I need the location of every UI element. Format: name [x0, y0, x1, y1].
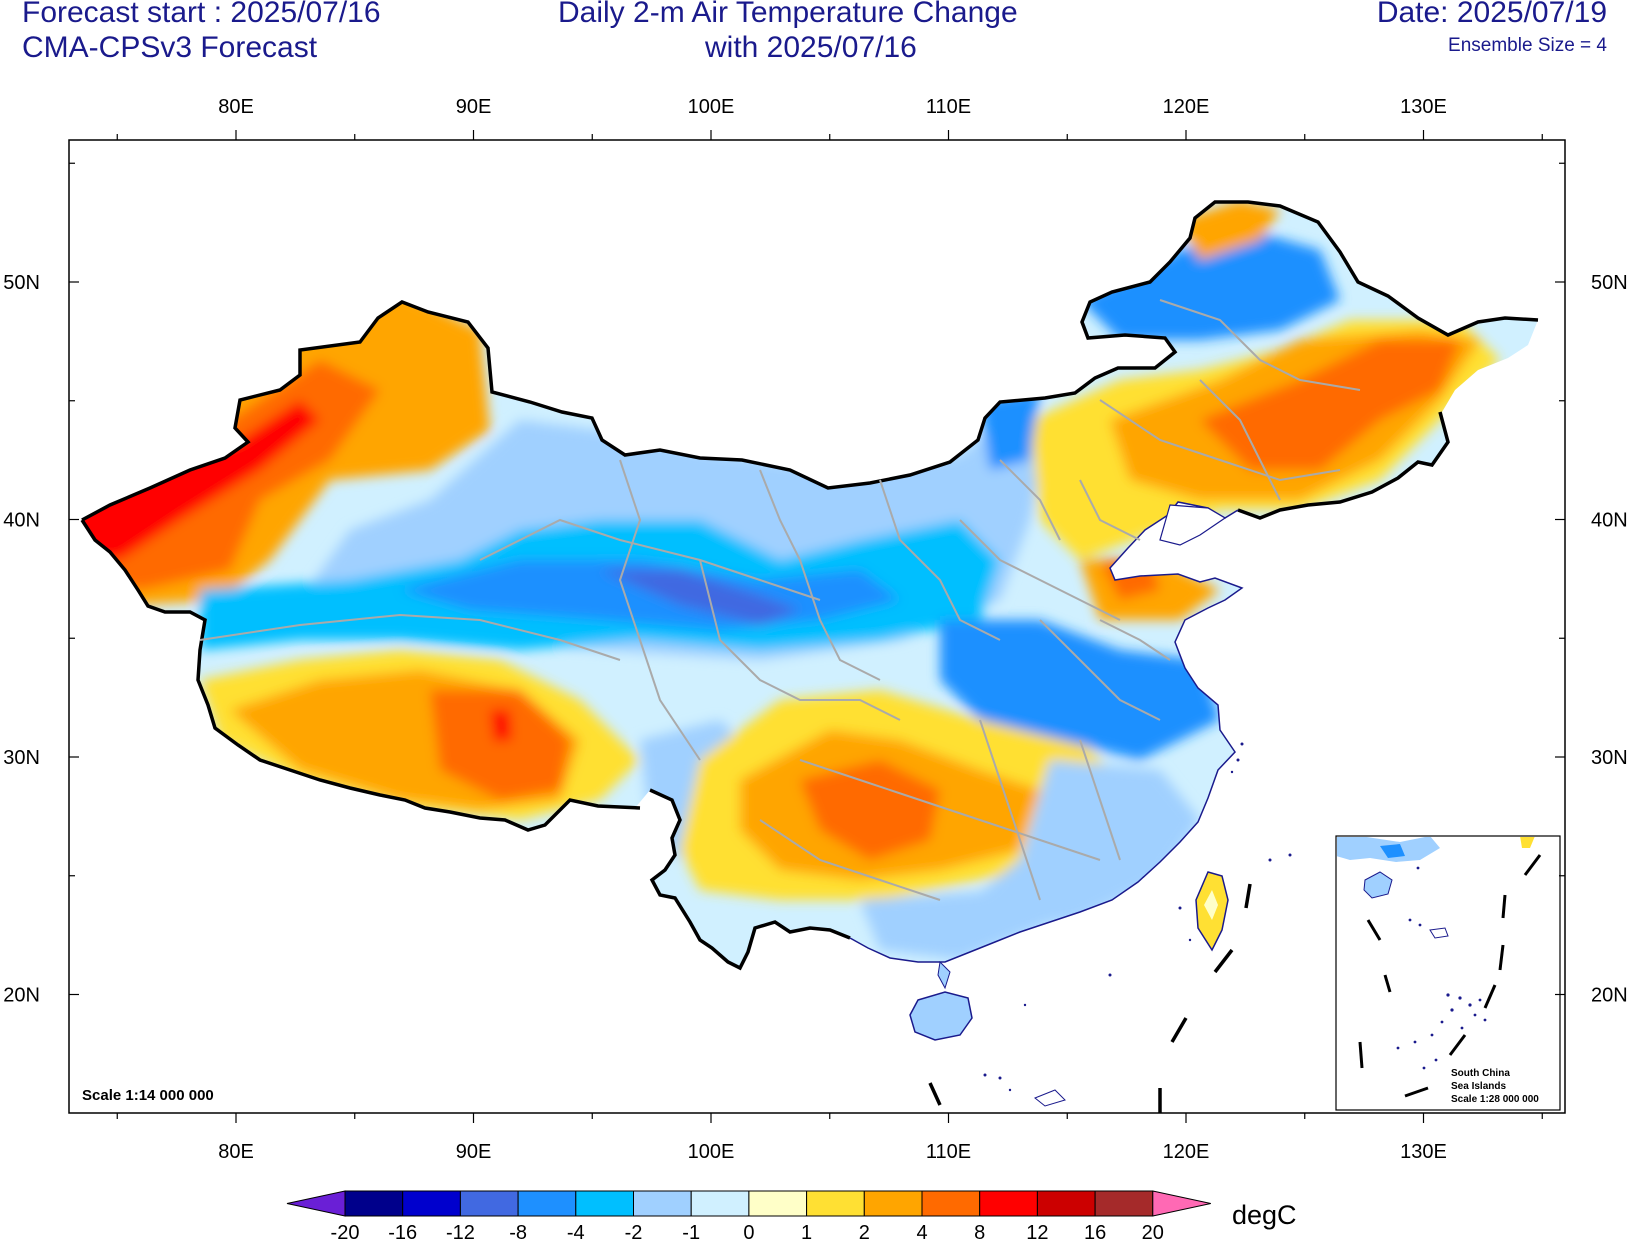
colorbar-bin [459, 1190, 519, 1217]
colorbar-tick-label: 2 [859, 1222, 870, 1241]
colorbar-bin [575, 1190, 634, 1217]
colorbar-arrow-high [1152, 1190, 1211, 1217]
lon-label-bottom: 90E [456, 1141, 492, 1163]
colorbar-tick-label: 1 [801, 1222, 812, 1241]
lon-label-bottom: 120E [1163, 1141, 1210, 1163]
colorbar-bin [1094, 1190, 1154, 1217]
lon-label-bottom: 80E [218, 1141, 254, 1163]
colorbar-tick-label: 4 [916, 1222, 927, 1241]
lat-label-right: 30N [1591, 747, 1628, 769]
colorbar-tick-label: -20 [331, 1222, 360, 1241]
hainan-island [909, 991, 973, 1041]
inset-label-line2: Sea Islands [1451, 1081, 1506, 1092]
south-china-sea-inset: South China Sea Islands Scale 1:28 000 0… [1335, 835, 1561, 1111]
colorbar-tick-label: 8 [974, 1222, 985, 1241]
colorbar-bin [806, 1190, 865, 1217]
colorbar-tick-label: -1 [682, 1222, 700, 1241]
lon-label-top: 110E [926, 96, 971, 118]
colorbar-tick-label: -8 [509, 1222, 527, 1241]
bohai-sea [1159, 504, 1227, 546]
colorbar-bin [633, 1190, 692, 1217]
lon-label-top: 120E [1163, 96, 1210, 118]
map-title-line2: with 2025/07/16 [705, 31, 917, 64]
lon-label-top: 90E [456, 96, 492, 118]
lon-label-bottom: 110E [926, 1141, 971, 1163]
colorbar-tick-label: 0 [743, 1222, 754, 1241]
national-border [80, 200, 1539, 971]
colorbar-bin [979, 1190, 1038, 1217]
scale-label: Scale 1:14 000 000 [82, 1087, 214, 1104]
colorbar-bin [748, 1190, 808, 1217]
lat-label-right: 20N [1591, 985, 1628, 1007]
colorbar-bin [517, 1190, 577, 1217]
lon-label-top: 80E [218, 96, 254, 118]
colorbar-bin [402, 1190, 461, 1217]
lon-label-top: 100E [688, 96, 735, 118]
colorbar-tick-label: -16 [388, 1222, 417, 1241]
colorbar-tick-label: 16 [1084, 1222, 1106, 1241]
inset-dash-line [1358, 854, 1542, 1098]
valid-date-label: Date: 2025/07/19 [1376, 0, 1607, 29]
lat-label-right: 40N [1591, 510, 1628, 532]
lon-label-bottom: 130E [1400, 1141, 1447, 1163]
province-boundaries [199, 299, 1361, 901]
axis-ticks: 80E 80E 90E 90E 100E 100E 110E 110E 120E 120E 130E… [3, 96, 1627, 1163]
map-title-line1: Daily 2-m Air Temperature Change [558, 0, 1018, 29]
coastal-islands [983, 742, 1292, 1107]
lat-label-left: 40N [3, 510, 40, 532]
coastline [849, 501, 1244, 963]
colorbar-tick-label: 12 [1026, 1222, 1048, 1241]
inset-label-line3: Scale 1:28 000 000 [1451, 1094, 1539, 1105]
lat-label-left: 30N [3, 747, 40, 769]
lat-label-left: 50N [3, 272, 40, 294]
colorbar-tick-label: -4 [567, 1222, 585, 1241]
colorbar-bin [344, 1190, 404, 1217]
colorbar-tick-label: 20 [1142, 1222, 1164, 1241]
colorbar-bin [1036, 1190, 1096, 1217]
ensemble-size-label: Ensemble Size = 4 [1448, 35, 1607, 56]
colorbar-bin [690, 1190, 750, 1217]
dash-line [928, 883, 1252, 1113]
inset-islands [1396, 866, 1487, 1070]
lon-label-top: 130E [1400, 96, 1447, 118]
lat-label-right: 50N [1591, 272, 1628, 294]
colorbar-bin [863, 1190, 923, 1217]
inset-label-line1: South China [1451, 1068, 1510, 1079]
lat-label-left: 20N [3, 985, 40, 1007]
colorbar-arrow-low [286, 1190, 346, 1217]
colorbar-tick-label: -2 [625, 1222, 643, 1241]
forecast-start-label: Forecast start : 2025/07/16 [22, 0, 381, 29]
colorbar-unit: degC [1232, 1200, 1297, 1230]
colorbar-bin [921, 1190, 981, 1217]
model-label: CMA-CPSv3 Forecast [22, 31, 318, 64]
lon-label-bottom: 100E [688, 1141, 735, 1163]
colorbar: -20 -16 -12 -8 -4 -2 -1 0 1 2 4 8 12 16 20 [286, 1190, 1211, 1241]
colorbar-tick-label: -12 [446, 1222, 475, 1241]
